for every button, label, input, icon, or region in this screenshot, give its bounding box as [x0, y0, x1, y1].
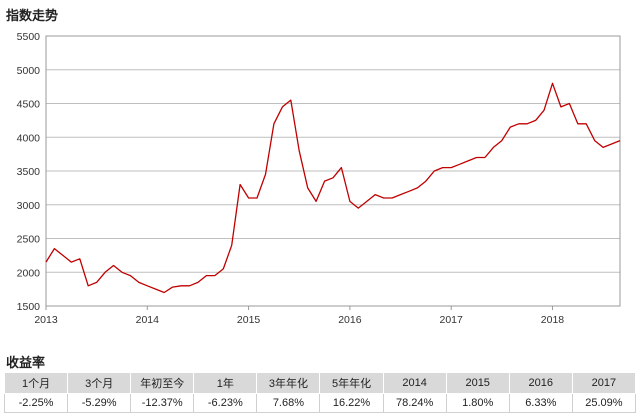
header-2017: 2017	[571, 372, 637, 394]
returns-header-row: 1个月 3个月 年初至今 1年 3年年化 5年年化 2014 2015 2016…	[3, 372, 637, 394]
y-tick-label: 4500	[17, 99, 41, 111]
header-ytd: 年初至今	[130, 372, 195, 394]
header-5y-annualized: 5年年化	[319, 372, 384, 394]
value-ytd: -12.37%	[130, 393, 195, 413]
y-tick-label: 5000	[17, 65, 41, 77]
y-tick-label: 3500	[17, 166, 41, 178]
header-1y: 1年	[193, 372, 258, 394]
value-3y-annualized: 7.68%	[256, 393, 321, 413]
x-tick-label: 2018	[541, 314, 565, 326]
value-5y-annualized: 16.22%	[319, 393, 384, 413]
value-1m: -2.25%	[3, 393, 69, 413]
x-tick-label: 2014	[136, 314, 160, 326]
returns-title: 收益率	[6, 356, 46, 371]
value-3m: -5.29%	[67, 393, 132, 413]
chart-title: 指数走势	[6, 9, 59, 24]
header-2016: 2016	[508, 372, 573, 394]
value-2014: 78.24%	[382, 393, 447, 413]
header-1m: 1个月	[3, 372, 69, 394]
axis-layer: 1500 2000 2500 3000 3500 4000 4500 5000 5500 2013…	[17, 31, 621, 326]
x-tick-label: 2017	[439, 314, 463, 326]
header-2014: 2014	[382, 372, 447, 394]
returns-value-row: -2.25% -5.29% -12.37% -6.23% 7.68% 16.22…	[3, 393, 637, 413]
y-tick-label: 4000	[17, 132, 41, 144]
header-3m: 3个月	[67, 372, 132, 394]
y-tick-label: 3000	[17, 200, 41, 212]
plot-frame	[45, 35, 621, 307]
header-3y-annualized: 3年年化	[256, 372, 321, 394]
x-tick-label: 2016	[338, 314, 362, 326]
x-tick-label: 2015	[237, 314, 261, 326]
x-tick-label: 2013	[34, 314, 58, 326]
index-trend-chart: 1500 2000 2500 3000 3500 4000 4500 5000 5500 2013…	[17, 31, 621, 326]
value-2015: 1.80%	[445, 393, 510, 413]
value-2017: 25.09%	[571, 393, 637, 413]
y-tick-label: 2500	[17, 234, 41, 246]
y-tick-label: 2000	[17, 267, 41, 279]
returns-table: 1个月 3个月 年初至今 1年 3年年化 5年年化 2014 2015 2016…	[3, 372, 637, 413]
value-1y: -6.23%	[193, 393, 258, 413]
y-tick-label: 1500	[17, 301, 41, 313]
header-2015: 2015	[445, 372, 510, 394]
series-layer	[45, 82, 621, 294]
y-tick-label: 5500	[17, 31, 41, 43]
grid-layer	[46, 35, 620, 307]
value-2016: 6.33%	[508, 393, 573, 413]
series-line	[45, 82, 621, 294]
